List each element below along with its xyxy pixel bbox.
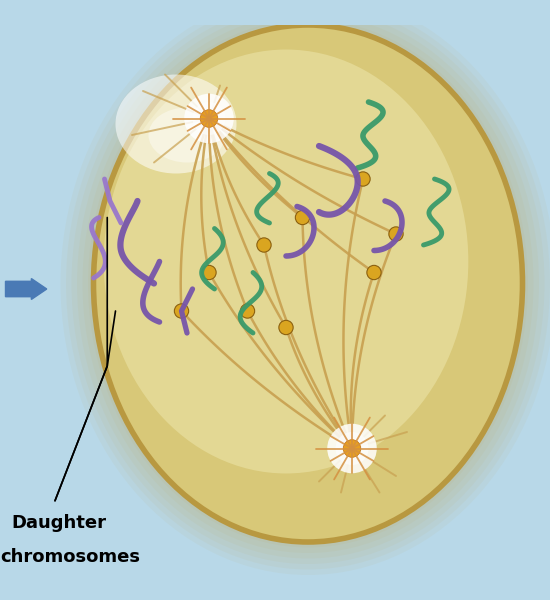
- Circle shape: [389, 227, 403, 241]
- Circle shape: [202, 265, 216, 280]
- Ellipse shape: [116, 74, 236, 173]
- Circle shape: [367, 265, 381, 280]
- Text: chromosomes: chromosomes: [0, 548, 140, 565]
- Ellipse shape: [94, 25, 522, 542]
- Circle shape: [356, 172, 370, 186]
- Text: Daughter: Daughter: [11, 515, 106, 533]
- Ellipse shape: [192, 102, 226, 135]
- Circle shape: [257, 238, 271, 252]
- Ellipse shape: [88, 19, 528, 547]
- Circle shape: [240, 304, 255, 318]
- Ellipse shape: [327, 424, 377, 473]
- Ellipse shape: [77, 8, 539, 559]
- FancyArrow shape: [6, 278, 47, 299]
- Circle shape: [279, 320, 293, 335]
- Ellipse shape: [184, 94, 234, 143]
- Ellipse shape: [336, 432, 368, 465]
- Circle shape: [174, 304, 189, 318]
- Ellipse shape: [72, 3, 544, 564]
- Ellipse shape: [60, 0, 550, 575]
- Ellipse shape: [343, 440, 361, 457]
- Ellipse shape: [82, 14, 534, 553]
- Ellipse shape: [103, 50, 469, 473]
- Circle shape: [295, 211, 310, 224]
- Ellipse shape: [148, 107, 225, 163]
- Ellipse shape: [200, 110, 218, 127]
- Ellipse shape: [66, 0, 550, 569]
